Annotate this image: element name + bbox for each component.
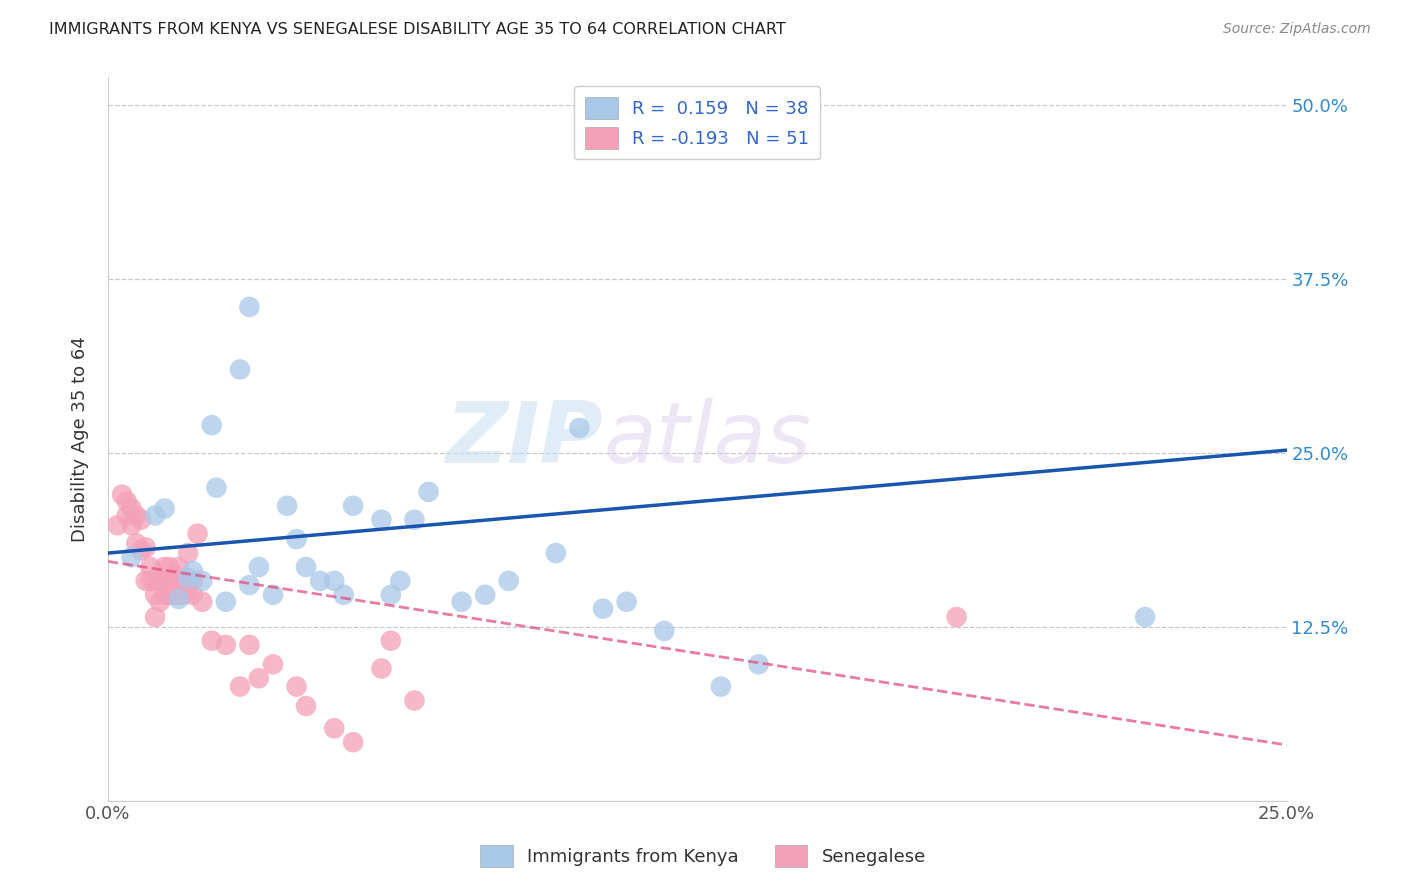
Point — [172, 574, 194, 588]
Point — [380, 588, 402, 602]
Point — [201, 418, 224, 433]
Point — [149, 595, 172, 609]
Point — [143, 508, 166, 523]
Point — [181, 564, 204, 578]
Point — [167, 588, 190, 602]
Point — [157, 560, 180, 574]
Point — [342, 499, 364, 513]
Point — [238, 638, 260, 652]
Point — [135, 541, 157, 555]
Legend: R =  0.159   N = 38, R = -0.193   N = 51: R = 0.159 N = 38, R = -0.193 N = 51 — [575, 87, 820, 160]
Point — [121, 501, 143, 516]
Point — [238, 578, 260, 592]
Point — [498, 574, 520, 588]
Point — [177, 546, 200, 560]
Point — [135, 574, 157, 588]
Point — [129, 543, 152, 558]
Point — [167, 591, 190, 606]
Point — [309, 574, 332, 588]
Point — [153, 574, 176, 588]
Point — [181, 588, 204, 602]
Point — [143, 588, 166, 602]
Point — [167, 560, 190, 574]
Point — [652, 624, 675, 638]
Point — [332, 588, 354, 602]
Point — [149, 574, 172, 588]
Point — [323, 721, 346, 735]
Point — [107, 518, 129, 533]
Point — [115, 494, 138, 508]
Point — [380, 633, 402, 648]
Point — [205, 481, 228, 495]
Point — [111, 488, 134, 502]
Point — [143, 574, 166, 588]
Point — [153, 560, 176, 574]
Point — [323, 574, 346, 588]
Point — [139, 574, 162, 588]
Point — [157, 574, 180, 588]
Point — [172, 588, 194, 602]
Point — [163, 568, 186, 582]
Point — [262, 657, 284, 672]
Point — [153, 501, 176, 516]
Point — [238, 300, 260, 314]
Point — [177, 571, 200, 585]
Point — [181, 574, 204, 588]
Point — [544, 546, 567, 560]
Point — [592, 601, 614, 615]
Point — [616, 595, 638, 609]
Point — [229, 362, 252, 376]
Point — [418, 484, 440, 499]
Point — [115, 508, 138, 523]
Point — [295, 699, 318, 714]
Text: IMMIGRANTS FROM KENYA VS SENEGALESE DISABILITY AGE 35 TO 64 CORRELATION CHART: IMMIGRANTS FROM KENYA VS SENEGALESE DISA… — [49, 22, 786, 37]
Point — [945, 610, 967, 624]
Point — [247, 560, 270, 574]
Point — [370, 513, 392, 527]
Point — [389, 574, 412, 588]
Point — [450, 595, 472, 609]
Point — [262, 588, 284, 602]
Point — [295, 560, 318, 574]
Point — [121, 550, 143, 565]
Legend: Immigrants from Kenya, Senegalese: Immigrants from Kenya, Senegalese — [472, 838, 934, 874]
Text: ZIP: ZIP — [446, 398, 603, 481]
Point — [125, 508, 148, 523]
Point — [157, 588, 180, 602]
Point — [247, 671, 270, 685]
Point — [201, 633, 224, 648]
Point — [276, 499, 298, 513]
Point — [404, 513, 426, 527]
Point — [342, 735, 364, 749]
Point — [710, 680, 733, 694]
Point — [187, 526, 209, 541]
Point — [285, 532, 308, 546]
Point — [177, 582, 200, 597]
Point — [121, 518, 143, 533]
Point — [191, 574, 214, 588]
Text: atlas: atlas — [603, 398, 811, 481]
Point — [143, 610, 166, 624]
Point — [191, 595, 214, 609]
Point — [215, 595, 238, 609]
Point — [568, 421, 591, 435]
Point — [748, 657, 770, 672]
Point — [404, 693, 426, 707]
Point — [1133, 610, 1156, 624]
Point — [229, 680, 252, 694]
Point — [153, 588, 176, 602]
Point — [474, 588, 496, 602]
Y-axis label: Disability Age 35 to 64: Disability Age 35 to 64 — [72, 336, 89, 542]
Text: Source: ZipAtlas.com: Source: ZipAtlas.com — [1223, 22, 1371, 37]
Point — [285, 680, 308, 694]
Point — [215, 638, 238, 652]
Point — [129, 513, 152, 527]
Point — [139, 560, 162, 574]
Point — [163, 588, 186, 602]
Point — [370, 661, 392, 675]
Point — [125, 536, 148, 550]
